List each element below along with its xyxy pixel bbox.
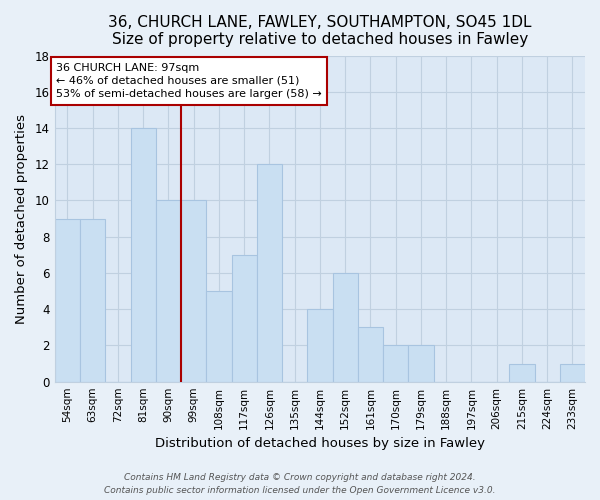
Y-axis label: Number of detached properties: Number of detached properties	[15, 114, 28, 324]
Bar	[156, 200, 181, 382]
Bar	[509, 364, 535, 382]
Bar	[332, 273, 358, 382]
Bar	[80, 218, 106, 382]
Bar	[257, 164, 282, 382]
Bar	[131, 128, 156, 382]
Bar	[206, 291, 232, 382]
Text: 36 CHURCH LANE: 97sqm
← 46% of detached houses are smaller (51)
53% of semi-deta: 36 CHURCH LANE: 97sqm ← 46% of detached …	[56, 63, 322, 99]
Bar	[358, 328, 383, 382]
Bar	[383, 346, 408, 382]
Bar	[232, 255, 257, 382]
Bar	[55, 218, 80, 382]
Title: 36, CHURCH LANE, FAWLEY, SOUTHAMPTON, SO45 1DL
Size of property relative to deta: 36, CHURCH LANE, FAWLEY, SOUTHAMPTON, SO…	[108, 15, 532, 48]
Bar	[181, 200, 206, 382]
Bar	[408, 346, 434, 382]
X-axis label: Distribution of detached houses by size in Fawley: Distribution of detached houses by size …	[155, 437, 485, 450]
Bar	[307, 309, 332, 382]
Bar	[560, 364, 585, 382]
Text: Contains HM Land Registry data © Crown copyright and database right 2024.
Contai: Contains HM Land Registry data © Crown c…	[104, 474, 496, 495]
